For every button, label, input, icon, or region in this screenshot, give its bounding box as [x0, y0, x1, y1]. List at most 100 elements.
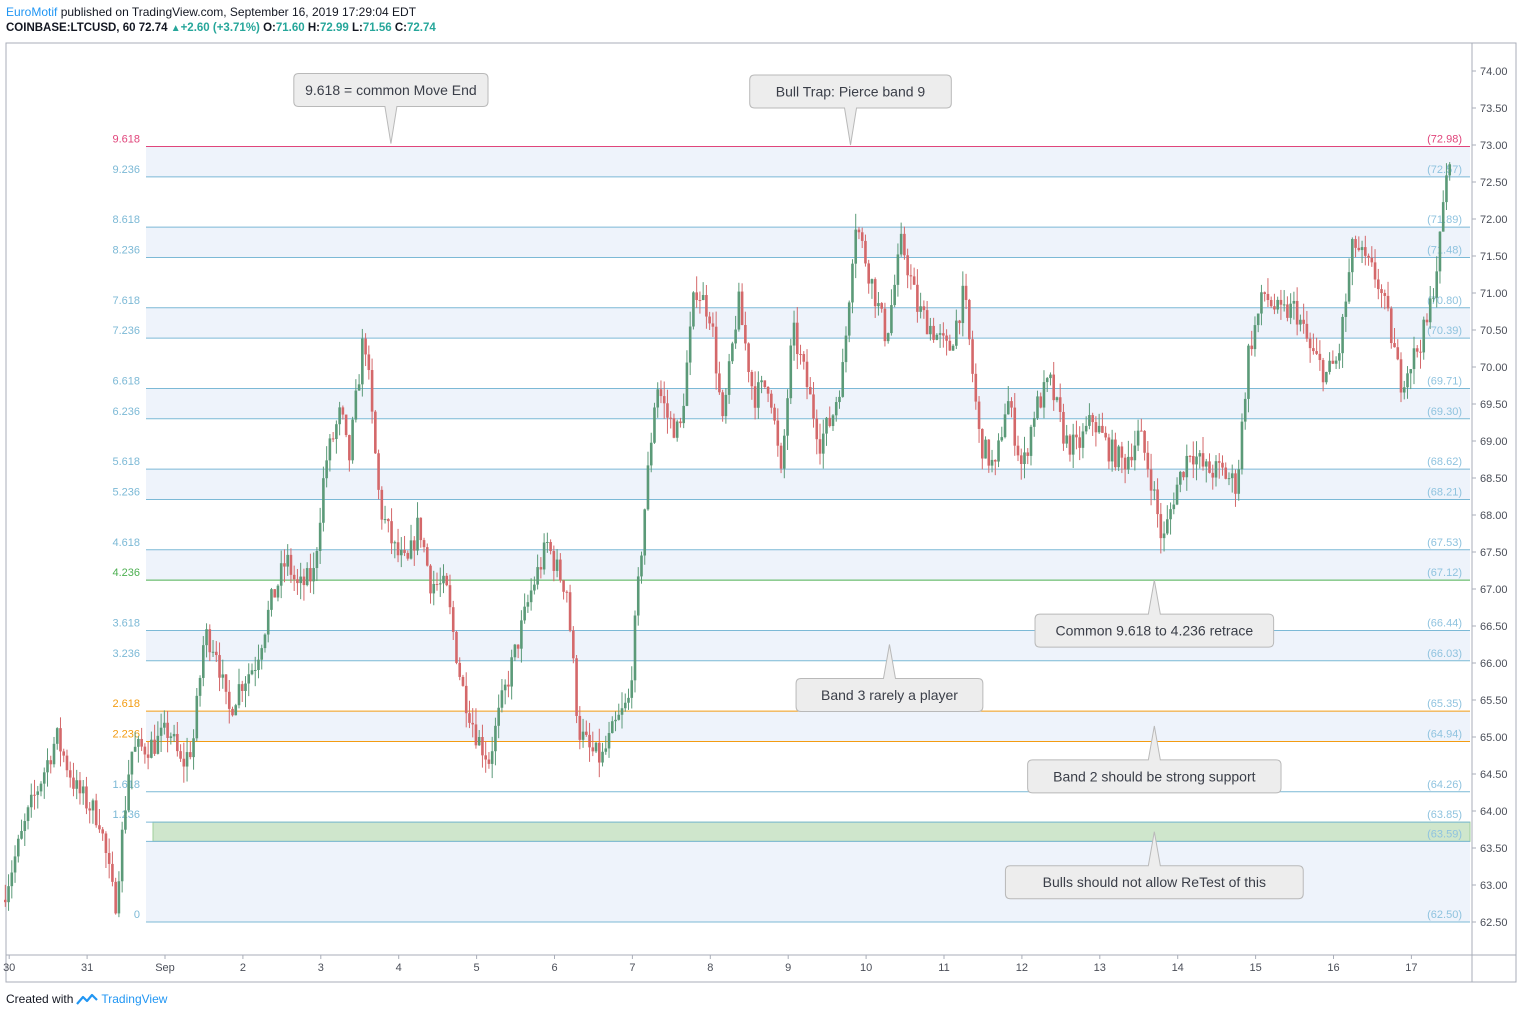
annotation-callout[interactable]: Common 9.618 to 4.236 retrace — [1034, 580, 1275, 648]
fib-ratio-label: 5.618 — [112, 456, 140, 468]
symbol-name[interactable]: COINBASE:LTCUSD, 60 — [6, 22, 136, 34]
publish-text: published on TradingView.com, September … — [60, 5, 417, 19]
annotation-callout[interactable]: Bulls should not allow ReTest of this — [1004, 831, 1304, 900]
candle-body — [802, 354, 806, 362]
candle-body — [942, 333, 945, 336]
y-tick-label: 63.00 — [1480, 880, 1508, 892]
candle-body — [890, 305, 893, 334]
fib-ratio-label: 4.236 — [112, 567, 140, 579]
candle-body — [1367, 255, 1370, 258]
candle-body — [438, 583, 442, 585]
candle-body — [698, 300, 702, 302]
candle-body — [753, 386, 757, 408]
candle-body — [1159, 514, 1163, 539]
fib-ratio-label: 8.618 — [112, 214, 140, 226]
candle-body — [666, 403, 669, 418]
candle-body — [445, 575, 449, 586]
candle-body — [1172, 504, 1176, 510]
candle-body — [234, 705, 238, 716]
candle-body — [546, 542, 549, 544]
fib-price-label: (63.59) — [1427, 828, 1462, 840]
annotation-callout[interactable]: Band 3 rarely a player — [795, 644, 984, 712]
candle-body — [1000, 437, 1004, 441]
candle-body — [828, 417, 832, 427]
candle-body — [685, 362, 689, 406]
created-with-text: Created with — [6, 992, 74, 1006]
price-chart[interactable]: 9.618 (72.98) 9.236 (72.57) 8.618 (71.89) 8.23… — [0, 0, 1523, 985]
fib-ratio-label: 0 — [134, 909, 140, 921]
candle-body — [1415, 348, 1419, 352]
candle-body — [1162, 533, 1166, 539]
annotation-bubble — [293, 73, 489, 144]
candle-body — [59, 728, 62, 752]
candle-body — [331, 438, 335, 440]
candle-body — [107, 852, 111, 864]
candle-body — [854, 229, 858, 264]
candle-body — [1026, 452, 1030, 456]
candle-body — [662, 396, 666, 404]
x-tick-label: 7 — [629, 962, 635, 974]
candle-body — [1240, 421, 1244, 470]
fib-price-label: (62.50) — [1427, 909, 1462, 921]
candle-body — [377, 453, 380, 490]
candle-body — [1243, 398, 1247, 422]
candle-body — [701, 295, 705, 301]
fib-price-label: (66.44) — [1427, 617, 1462, 629]
y-tick-label: 66.50 — [1480, 621, 1508, 633]
fib-band — [146, 146, 1470, 177]
annotation-callout[interactable]: Bull Trap: Pierce band 9 — [749, 74, 952, 146]
candle-body — [448, 585, 452, 608]
candle-body — [91, 800, 95, 811]
candle-body — [821, 433, 825, 454]
candle-body — [260, 648, 264, 660]
annotation-bubble — [795, 644, 984, 712]
high-label: H: — [307, 22, 320, 34]
candle-body — [1389, 308, 1393, 344]
candle-body — [1133, 445, 1137, 461]
candle-body — [130, 751, 134, 775]
candle-body — [1058, 397, 1062, 412]
author-link[interactable]: EuroMotif — [6, 5, 58, 19]
candle-body — [117, 881, 121, 914]
candle-body — [166, 722, 169, 738]
candle-body — [1269, 299, 1273, 307]
candle-body — [481, 737, 484, 756]
fib-price-label: (70.80) — [1427, 295, 1462, 307]
annotation-bubble — [1004, 831, 1304, 900]
candle-body — [1364, 247, 1367, 256]
candle-body — [94, 800, 98, 826]
candle-body — [783, 435, 786, 469]
candle-body — [815, 418, 819, 440]
candle-body — [1354, 239, 1357, 248]
candle-body — [513, 644, 517, 658]
candle-body — [838, 396, 841, 403]
candle-body — [601, 751, 604, 763]
candle-body — [250, 670, 254, 675]
candle-body — [292, 574, 296, 580]
open-label: O: — [263, 22, 276, 34]
annotation-callout[interactable]: Band 2 should be strong support — [1027, 725, 1282, 794]
tradingview-brand[interactable]: TradingView — [101, 992, 168, 1006]
annotation-callout[interactable]: 9.618 = common Move End — [293, 73, 489, 144]
candle-body — [844, 335, 848, 363]
candle-body — [150, 739, 153, 758]
candle-body — [977, 401, 981, 429]
candle-body — [1273, 306, 1276, 310]
candle-body — [1107, 437, 1111, 462]
candle-body — [961, 285, 965, 324]
candle-body — [1289, 303, 1292, 318]
candle-body — [179, 751, 182, 759]
candle-body — [322, 478, 325, 523]
candle-body — [585, 731, 588, 735]
candle-body — [419, 517, 423, 541]
candle-body — [851, 263, 854, 303]
candle-body — [591, 747, 595, 752]
candle-body — [1191, 456, 1195, 465]
annotation-text: 9.618 = common Move End — [305, 82, 477, 98]
candle-body — [750, 372, 754, 387]
fib-price-label: (66.03) — [1427, 648, 1462, 660]
candle-body — [623, 702, 627, 709]
candle-body — [114, 881, 117, 914]
candle-body — [1188, 455, 1192, 457]
candle-body — [731, 343, 734, 362]
